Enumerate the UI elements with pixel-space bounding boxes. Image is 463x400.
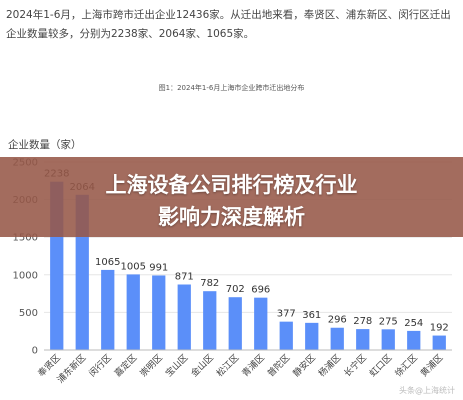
bar xyxy=(407,330,421,350)
bar xyxy=(101,269,115,350)
bar-data-label: 696 xyxy=(251,285,270,296)
x-tick-label: 松江区 xyxy=(214,352,242,380)
y-tick-label: 1500 xyxy=(13,233,38,244)
y-axis-title: 企业数量（家） xyxy=(8,138,82,151)
x-tick-label: 徐汇区 xyxy=(392,352,420,380)
bar xyxy=(356,329,370,350)
title-banner: 上海设备公司排行榜及行业 影响力深度解析 xyxy=(0,157,463,237)
bar xyxy=(228,297,242,350)
bar-data-label: 192 xyxy=(430,323,449,334)
bar xyxy=(381,329,395,350)
bar xyxy=(203,291,217,350)
x-tick-label: 崇明区 xyxy=(138,352,165,379)
bar-data-label: 377 xyxy=(277,309,296,320)
x-tick-label: 浦东新区 xyxy=(54,352,88,386)
y-tick-label: 500 xyxy=(19,308,38,319)
x-tick-label: 宝山区 xyxy=(163,352,191,380)
bar-data-label: 278 xyxy=(353,316,372,327)
bar xyxy=(279,321,293,350)
bar xyxy=(432,335,446,350)
bar-data-label: 991 xyxy=(149,262,168,273)
x-tick-label: 长宁区 xyxy=(341,352,369,380)
x-tick-label: 黄浦区 xyxy=(418,352,446,380)
x-tick-label: 虹口区 xyxy=(367,352,394,379)
x-tick-label: 青浦区 xyxy=(239,352,267,380)
x-tick-label: 嘉定区 xyxy=(112,352,140,380)
bar-data-label: 1005 xyxy=(121,261,146,272)
figure-caption: 图1：2024年1-6月上海市企业跨市迁出地分布 xyxy=(158,84,305,92)
bar-data-label: 782 xyxy=(200,278,219,289)
x-tick-label: 静安区 xyxy=(290,352,318,380)
intro-line-2: 企业数量较多，分别为2238家、2064家、1065家。 xyxy=(6,28,255,40)
bar-data-label: 361 xyxy=(302,310,321,321)
bar-data-label: 296 xyxy=(328,315,347,326)
banner-title-line-1: 上海设备公司排行榜及行业 xyxy=(105,173,358,197)
bar xyxy=(126,274,140,350)
bar xyxy=(330,327,344,350)
x-tick-label: 闵行区 xyxy=(86,352,114,380)
intro-line-1: 2024年1-6月，上海市跨市迁出企业12436家。从迁出地来看，奉贤区、浦东新… xyxy=(6,9,451,21)
bar-data-label: 702 xyxy=(226,284,245,295)
x-tick-label: 普陀区 xyxy=(265,352,293,380)
bar xyxy=(305,322,319,350)
bar xyxy=(177,284,191,350)
x-tick-label: 杨浦区 xyxy=(316,352,344,380)
y-tick-label: 0 xyxy=(32,346,38,357)
bar-data-label: 1065 xyxy=(95,257,120,268)
banner-title-line-2: 影响力深度解析 xyxy=(158,205,305,229)
intro-paragraph: 2024年1-6月，上海市跨市迁出企业12436家。从迁出地来看，奉贤区、浦东新… xyxy=(6,6,458,44)
bar-data-label: 254 xyxy=(404,318,423,329)
y-tick-label: 1000 xyxy=(13,270,38,281)
watermark: 头条@上海统计 xyxy=(399,386,455,395)
bar-data-label: 871 xyxy=(175,272,194,283)
bar xyxy=(254,297,268,350)
bar xyxy=(152,275,166,350)
x-tick-label: 金山区 xyxy=(188,352,216,380)
bar-data-label: 275 xyxy=(379,316,398,327)
